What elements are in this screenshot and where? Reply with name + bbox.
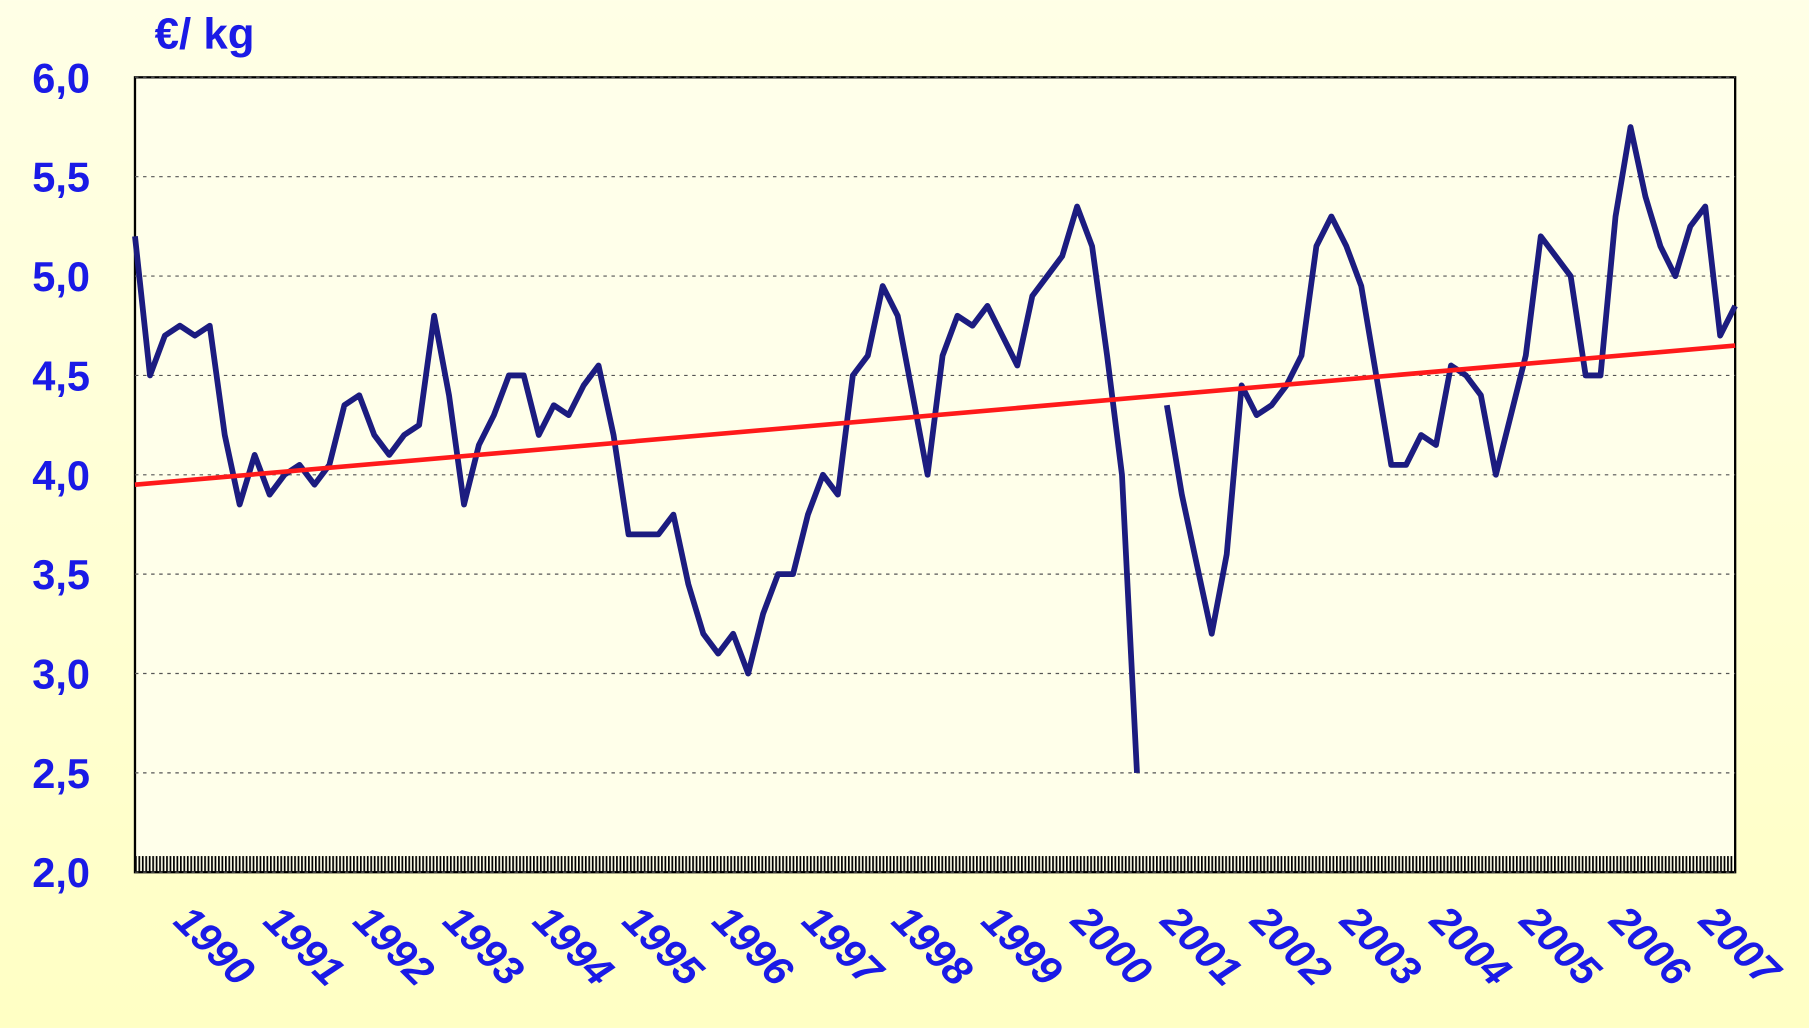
y-tick-label: 3,0 [32, 650, 90, 697]
y-tick-label: 4,5 [32, 352, 90, 399]
y-tick-label: 3,5 [32, 551, 90, 598]
y-tick-label: 2,0 [32, 849, 90, 896]
x-axis-ticks [134, 856, 1736, 873]
y-tick-label: 5,0 [32, 253, 90, 300]
y-tick-label: 4,0 [32, 452, 90, 499]
y-axis-unit: €/ kg [155, 9, 255, 58]
y-tick-label: 2,5 [32, 750, 90, 797]
y-tick-label: 6,0 [32, 54, 90, 101]
y-tick-label: 5,5 [32, 154, 90, 201]
trend-line [134, 343, 1736, 488]
